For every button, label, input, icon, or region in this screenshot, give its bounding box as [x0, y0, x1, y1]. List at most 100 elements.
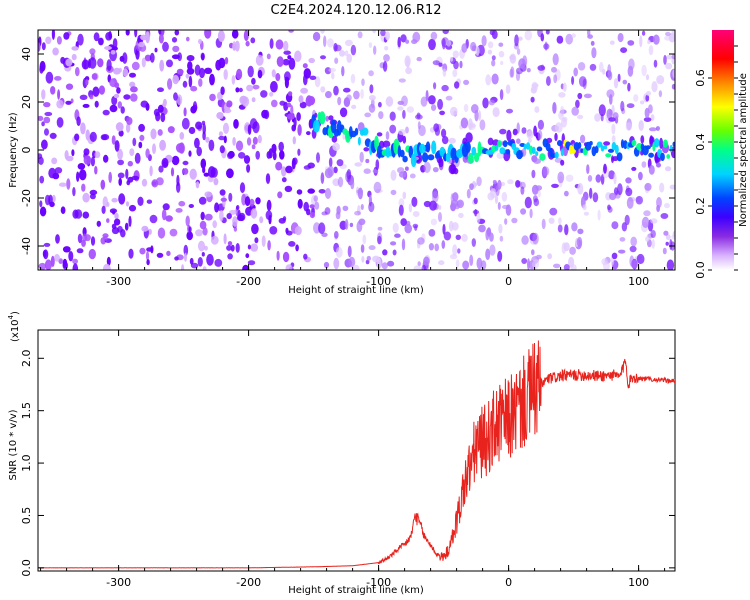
spectrogram-cell	[82, 233, 88, 242]
spectrogram-cell	[188, 75, 193, 88]
spectrogram-cell	[537, 119, 545, 130]
spectrogram-cell	[462, 260, 470, 270]
spectrogram-cell	[297, 198, 303, 209]
spectrogram-cell	[368, 42, 373, 48]
spectrogram-cell	[200, 211, 205, 221]
spectrogram-cell	[151, 179, 159, 188]
spectrogram-cell	[397, 36, 401, 48]
spectrogram-cell	[337, 96, 342, 106]
spectrogram-cell	[45, 36, 52, 45]
spectrogram-cell	[398, 204, 404, 216]
spectrogram-cell	[368, 70, 374, 77]
spectrogram-cell	[252, 121, 260, 134]
spectrogram-cell	[511, 217, 518, 224]
spectrogram-cell	[185, 215, 190, 227]
spectrogram-cell	[232, 137, 236, 146]
snr-y-multiplier: (x104)	[7, 311, 21, 342]
spectrogram-cell	[577, 183, 584, 195]
spectrogram-cell	[125, 168, 129, 179]
spectrogram-cell	[569, 246, 576, 255]
spectrogram-cell	[106, 256, 111, 266]
spectrogram-cell	[398, 129, 406, 136]
spectrogram-cell	[401, 238, 406, 251]
spectrogram-cell	[101, 205, 106, 214]
spectrogram-cell	[416, 56, 422, 62]
spectrogram-cell	[622, 79, 628, 85]
spectrogram-cell	[665, 241, 669, 246]
spectrogram-cell	[387, 260, 395, 267]
spectrogram-cell	[365, 158, 370, 164]
spectrogram-cell	[359, 151, 364, 163]
spectrogram-cell	[625, 187, 633, 197]
spectrogram-cell	[571, 222, 578, 232]
spectrogram-cell	[509, 53, 517, 64]
spectrogram-cell	[412, 211, 420, 217]
spectrogram-cell	[402, 109, 406, 119]
spectrogram-cell	[175, 143, 184, 153]
spectrogram-cell	[354, 210, 362, 216]
spectrogram-cell	[320, 30, 325, 34]
colorbar-tick-label: 0.2	[694, 197, 707, 215]
spectrogram-ridge-cell	[410, 153, 417, 168]
spectrogram-cell	[620, 100, 625, 112]
spectrogram-cell	[288, 30, 294, 33]
spectrogram-cell	[398, 198, 405, 208]
x-tick-label: -200	[236, 275, 261, 288]
spectrogram-cell	[506, 108, 513, 114]
spectrogram-cell	[157, 129, 163, 136]
spectrogram-cell	[448, 220, 454, 232]
spectrogram-cell	[337, 176, 344, 188]
spectrogram-cell	[443, 231, 452, 241]
spectrogram-cell	[314, 201, 320, 210]
spectrogram-cell	[455, 234, 461, 240]
spectrogram-cell	[439, 110, 445, 116]
spectrogram-cell	[382, 140, 391, 148]
spectrogram-cell	[286, 113, 295, 120]
spectrogram-cell	[641, 161, 647, 168]
spectrogram-cell	[659, 137, 664, 149]
spectrogram-cell	[647, 39, 651, 45]
x-tick-label: -300	[106, 275, 131, 288]
spectrogram-ridge-cell	[465, 141, 471, 153]
spectrogram-cell	[533, 198, 540, 207]
colorbar-label: Normalized spectral amplitude	[738, 73, 749, 227]
spectrogram-cell	[373, 45, 377, 55]
spectrogram-ridge-cell	[577, 142, 582, 149]
spectrogram-cell	[631, 166, 637, 171]
spectrogram-cell	[352, 264, 360, 270]
spectrogram-cell	[336, 159, 344, 167]
spectrogram-cell	[247, 244, 251, 250]
spectrogram-cell	[110, 50, 116, 55]
spectrogram-cell	[459, 60, 463, 69]
spectrogram-cell	[478, 224, 486, 233]
spectrogram-cell	[328, 157, 333, 168]
spectrogram-cell	[648, 165, 655, 175]
spectrogram-cell	[141, 57, 146, 68]
spectrogram-ridge-cell	[425, 141, 431, 153]
spectrogram-cell	[618, 249, 626, 254]
spectrogram-cell	[446, 40, 452, 47]
spectrogram-cell	[482, 97, 489, 109]
spectrogram-cell	[161, 209, 167, 221]
y-tick-label: 0.5	[20, 507, 33, 525]
spectrogram-cell	[281, 177, 287, 183]
spectrogram-cell	[257, 134, 262, 144]
spectrogram-cell	[666, 54, 673, 60]
spectrogram-cell	[351, 104, 357, 110]
spectrogram-cell	[357, 31, 363, 39]
spectrogram-cell	[207, 166, 216, 178]
spectrogram-cell	[505, 84, 511, 94]
spectrogram-cell	[348, 256, 356, 268]
x-tick-label: -200	[236, 576, 261, 589]
spectrogram-y-axis-label: Frequency (Hz)	[8, 112, 19, 188]
spectrogram-cell	[471, 238, 476, 247]
spectrogram-cell	[368, 201, 375, 213]
spectrogram-cell	[173, 92, 178, 101]
spectrogram-cell	[346, 53, 353, 64]
spectrogram-cell	[303, 74, 308, 86]
spectrogram-cell	[208, 139, 215, 151]
spectrogram-cell	[307, 162, 316, 169]
spectrogram-ridge-cell	[539, 153, 546, 161]
spectrogram-cell	[638, 120, 644, 131]
spectrogram-cell	[537, 190, 541, 198]
